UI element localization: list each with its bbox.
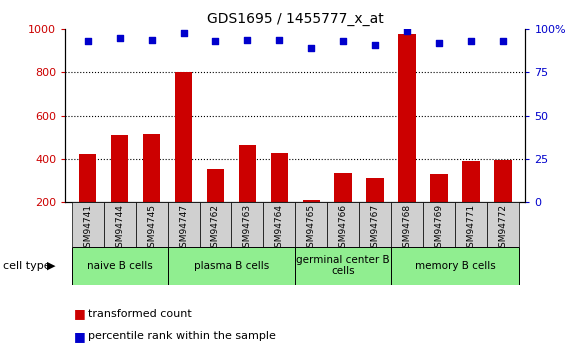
Text: cell type: cell type [3, 261, 51, 270]
Point [83, 39, 92, 44]
Text: memory B cells: memory B cells [415, 261, 495, 270]
FancyBboxPatch shape [391, 202, 423, 247]
Bar [175, 72, 193, 202]
Text: plasma B cells: plasma B cells [194, 261, 269, 270]
Bar [79, 155, 97, 202]
Title: GDS1695 / 1455777_x_at: GDS1695 / 1455777_x_at [207, 11, 384, 26]
Text: GSM94763: GSM94763 [243, 204, 252, 253]
FancyBboxPatch shape [72, 202, 103, 247]
Text: GSM94767: GSM94767 [371, 204, 380, 253]
Bar [335, 173, 352, 202]
FancyBboxPatch shape [295, 202, 327, 247]
FancyBboxPatch shape [103, 202, 136, 247]
Point [211, 39, 220, 44]
FancyBboxPatch shape [359, 202, 391, 247]
Text: GSM94745: GSM94745 [147, 204, 156, 253]
FancyBboxPatch shape [168, 202, 199, 247]
Point [435, 40, 444, 46]
Text: germinal center B
cells: germinal center B cells [296, 255, 390, 276]
Text: GSM94747: GSM94747 [179, 204, 188, 253]
Text: GSM94766: GSM94766 [339, 204, 348, 253]
Text: percentile rank within the sample: percentile rank within the sample [88, 332, 276, 341]
FancyBboxPatch shape [232, 202, 264, 247]
Bar [143, 134, 160, 202]
Point [147, 37, 156, 42]
Text: ▶: ▶ [47, 261, 56, 270]
Point [179, 30, 188, 36]
Bar [303, 200, 320, 202]
Point [499, 39, 508, 44]
Bar [111, 135, 128, 202]
FancyBboxPatch shape [455, 202, 487, 247]
FancyBboxPatch shape [72, 247, 168, 285]
Bar [239, 145, 256, 202]
Text: GSM94764: GSM94764 [275, 204, 284, 253]
Point [115, 35, 124, 41]
Text: GSM94741: GSM94741 [83, 204, 92, 253]
FancyBboxPatch shape [327, 202, 359, 247]
Bar [494, 160, 512, 202]
Text: ■: ■ [74, 330, 86, 343]
Text: GSM94765: GSM94765 [307, 204, 316, 253]
Point [307, 46, 316, 51]
Point [275, 37, 284, 42]
Point [403, 28, 412, 34]
Point [371, 42, 380, 48]
Text: GSM94771: GSM94771 [466, 204, 475, 253]
FancyBboxPatch shape [199, 202, 232, 247]
Text: GSM94769: GSM94769 [435, 204, 444, 253]
Bar [462, 161, 480, 202]
FancyBboxPatch shape [391, 247, 519, 285]
FancyBboxPatch shape [423, 202, 455, 247]
Text: ■: ■ [74, 307, 86, 321]
Text: GSM94762: GSM94762 [211, 204, 220, 253]
Point [243, 37, 252, 42]
FancyBboxPatch shape [295, 247, 391, 285]
Bar [398, 33, 416, 202]
Point [466, 39, 475, 44]
Point [339, 39, 348, 44]
FancyBboxPatch shape [487, 202, 519, 247]
Bar [270, 153, 288, 202]
Text: transformed count: transformed count [88, 309, 192, 319]
Bar [366, 178, 384, 202]
Text: GSM94768: GSM94768 [403, 204, 412, 253]
Text: naive B cells: naive B cells [87, 261, 153, 270]
FancyBboxPatch shape [264, 202, 295, 247]
FancyBboxPatch shape [168, 247, 295, 285]
Bar [431, 174, 448, 202]
Text: GSM94744: GSM94744 [115, 204, 124, 253]
Bar [207, 169, 224, 202]
FancyBboxPatch shape [136, 202, 168, 247]
Text: GSM94772: GSM94772 [499, 204, 508, 253]
